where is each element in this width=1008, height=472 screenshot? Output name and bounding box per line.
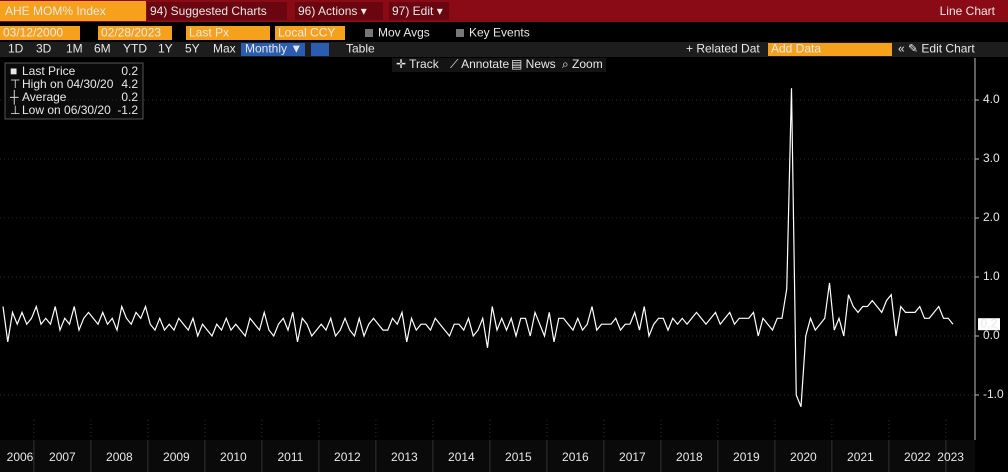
add-data[interactable]: Add Data — [771, 42, 821, 56]
menu-item[interactable]: 94) Suggested Charts — [150, 4, 267, 18]
x-tick-label: 2006 — [7, 450, 34, 464]
add-data-box[interactable] — [768, 43, 892, 56]
start-date[interactable]: 03/12/2000 — [3, 26, 63, 40]
x-tick-label: 2013 — [391, 450, 418, 464]
range-button[interactable]: 1Y — [158, 42, 173, 56]
field[interactable]: Last Px — [189, 26, 229, 40]
legend-value: 0.2 — [121, 64, 138, 78]
legend-label: Average — [22, 90, 67, 104]
y-tick-label: 2.0 — [983, 210, 1000, 224]
x-tick-label: 2023 — [937, 450, 964, 464]
start-date-box[interactable] — [0, 26, 80, 40]
checkbox[interactable] — [456, 29, 464, 37]
x-tick-label: 2019 — [733, 450, 760, 464]
range-button[interactable]: 1M — [66, 42, 83, 56]
tool-button[interactable]: ⌕ Zoom — [562, 57, 603, 71]
menu-button[interactable] — [389, 2, 449, 20]
x-tick-label: 2009 — [163, 450, 190, 464]
x-tick-label: 2014 — [448, 450, 475, 464]
toggle[interactable]: Key Events — [469, 26, 530, 40]
ticker[interactable]: AHE MOM% Index — [5, 4, 106, 18]
menu-item[interactable]: 97) Edit ▾ — [392, 4, 443, 18]
x-tick-label: 2022 — [904, 450, 931, 464]
x-tick-label: 2016 — [562, 450, 589, 464]
legend-symbol: ⊥ — [10, 103, 20, 117]
x-tick-label: 2010 — [220, 450, 247, 464]
range-button[interactable]: 6M — [94, 42, 111, 56]
range-button[interactable]: Max — [213, 42, 236, 56]
y-tick-label: 3.0 — [983, 151, 1000, 165]
range-button[interactable]: 5Y — [185, 42, 200, 56]
legend-value: -1.2 — [117, 103, 138, 117]
y-tick-label: 1.0 — [983, 269, 1000, 283]
related-data[interactable]: + Related Dat — [686, 42, 760, 56]
legend-value: 4.2 — [121, 77, 138, 91]
x-tick-label: 2020 — [790, 450, 817, 464]
legend-value: 0.2 — [121, 90, 138, 104]
range-button[interactable]: YTD — [123, 42, 147, 56]
period-box[interactable] — [241, 43, 305, 56]
edit-chart[interactable]: « ✎ Edit Chart — [898, 42, 975, 56]
period[interactable]: Monthly ▼ — [245, 42, 302, 56]
x-tick-label: 2018 — [676, 450, 703, 464]
x-axis-band — [0, 440, 975, 472]
legend-symbol: ■ — [10, 64, 17, 78]
x-tick-label: 2015 — [505, 450, 532, 464]
tool-button[interactable]: ✛ Track — [396, 57, 440, 71]
legend-label: Last Price — [22, 64, 76, 78]
end-date-box[interactable] — [98, 26, 172, 40]
x-tick-label: 2008 — [106, 450, 133, 464]
tool-button[interactable]: ▤ News — [511, 57, 556, 71]
menu-button[interactable] — [295, 2, 383, 20]
legend-box — [4, 62, 144, 120]
x-tick-label: 2011 — [277, 450, 303, 464]
legend-symbol: ⊤ — [10, 77, 20, 91]
price-line — [2, 88, 954, 408]
last-price-label: 0.2 — [981, 316, 998, 330]
currency-box[interactable] — [275, 26, 345, 40]
last-price-tag — [978, 318, 1000, 331]
toggle[interactable]: Mov Avgs — [378, 26, 430, 40]
end-date[interactable]: 02/28/2023 — [101, 26, 161, 40]
chart-kind: Line Chart — [940, 4, 996, 18]
legend-label: High on 04/30/20 — [22, 77, 114, 91]
menu-item[interactable]: 96) Actions ▾ — [298, 4, 367, 18]
checkbox[interactable] — [365, 29, 373, 37]
menu-button[interactable] — [147, 2, 287, 20]
range-button[interactable]: 3D — [36, 42, 52, 56]
table-button[interactable]: Table — [346, 42, 375, 56]
field-box[interactable] — [186, 26, 270, 40]
x-tick-label: 2021 — [847, 450, 874, 464]
x-tick-label: 2012 — [334, 450, 361, 464]
y-tick-label: -1.0 — [983, 387, 1004, 401]
tool-button[interactable]: ⟋ Annotate — [450, 57, 509, 71]
y-tick-label: 4.0 — [983, 92, 1000, 106]
tools-bar — [392, 58, 606, 72]
ticker-box[interactable] — [0, 1, 146, 21]
legend-label: Low on 06/30/20 — [22, 103, 111, 117]
x-tick-label: 2007 — [49, 450, 76, 464]
legend-symbol: ┼ — [9, 90, 19, 105]
x-tick-label: 2017 — [619, 450, 646, 464]
range-button[interactable]: 1D — [8, 42, 24, 56]
currency[interactable]: Local CCY — [278, 26, 335, 40]
y-tick-label: 0.0 — [983, 328, 1000, 342]
view-icon[interactable] — [311, 43, 329, 56]
